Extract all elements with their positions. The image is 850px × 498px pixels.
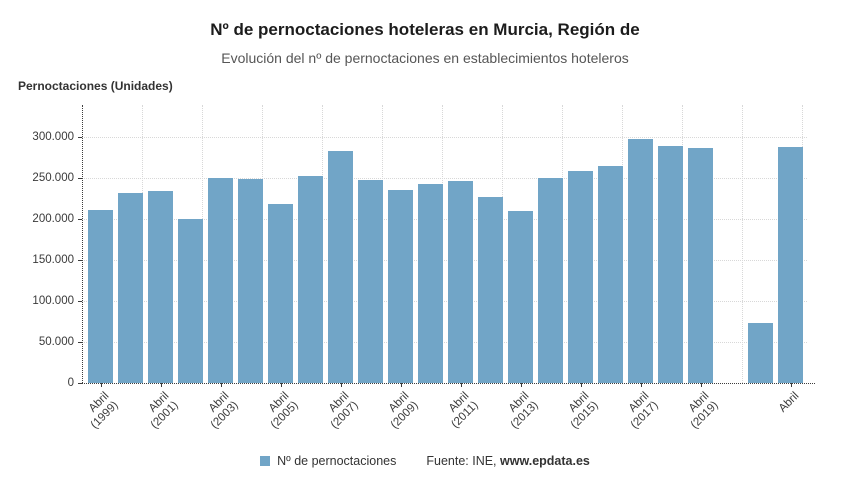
legend-item[interactable]: Nº de pernoctaciones	[260, 454, 396, 468]
bar[interactable]	[448, 181, 473, 383]
bar[interactable]	[208, 178, 233, 383]
x-axis-tick	[641, 383, 642, 387]
y-axis-tick	[78, 342, 82, 343]
x-axis-tick-label: Abril (2007)	[326, 390, 361, 432]
chart-title: Nº de pernoctaciones hoteleras en Murcia…	[210, 20, 640, 39]
y-axis-tick-label: 50.000	[38, 336, 74, 348]
x-axis-tick	[101, 383, 102, 387]
bar[interactable]	[88, 210, 113, 383]
x-axis-tick-label: Abril (2011)	[446, 390, 481, 431]
y-axis-line	[82, 105, 83, 383]
bar[interactable]	[298, 176, 323, 383]
x-gridline	[742, 105, 743, 383]
y-gridline	[82, 260, 807, 261]
bar[interactable]	[238, 179, 263, 383]
x-axis-tick-label: Abril (2015)	[566, 390, 601, 432]
bar[interactable]	[148, 191, 173, 383]
y-gridline	[82, 301, 807, 302]
chart-subtitle: Evolución del nº de pernoctaciones en es…	[221, 50, 629, 66]
x-axis-tick	[401, 383, 402, 387]
x-axis-tick-label: Abril (1999)	[86, 390, 121, 432]
x-axis-tick-label: Abril (2003)	[206, 390, 241, 432]
bar[interactable]	[778, 147, 803, 383]
x-axis-tick-label: Abril (2009)	[386, 390, 421, 432]
bar[interactable]	[658, 146, 683, 383]
x-axis-tick	[161, 383, 162, 387]
legend: Nº de pernoctaciones Fuente: INE, www.ep…	[0, 454, 850, 468]
y-axis-tick-label: 200.000	[32, 213, 74, 225]
x-axis-tick-label: Abril	[776, 390, 802, 415]
x-axis-tick	[461, 383, 462, 387]
bar[interactable]	[328, 151, 353, 383]
x-axis-tick	[341, 383, 342, 387]
x-axis-tick-label: Abril (2013)	[506, 390, 541, 432]
legend-label: Nº de pernoctaciones	[277, 454, 397, 468]
y-axis-tick	[78, 301, 82, 302]
bar[interactable]	[388, 190, 413, 383]
y-axis-tick	[78, 219, 82, 220]
bar[interactable]	[478, 197, 503, 383]
bar[interactable]	[508, 211, 533, 383]
bar[interactable]	[178, 219, 203, 383]
x-axis-tick-label: Abril (2005)	[266, 390, 301, 432]
y-axis-tick-label: 0	[67, 377, 74, 389]
y-gridline	[82, 219, 807, 220]
y-axis-unit-label: Pernoctaciones (Unidades)	[18, 79, 173, 93]
y-axis-tick-label: 100.000	[32, 295, 74, 307]
y-gridline	[82, 137, 807, 138]
x-axis-tick-label: Abril (2017)	[626, 390, 661, 432]
source-text: Fuente: INE, www.epdata.es	[426, 454, 590, 468]
x-axis-tick	[581, 383, 582, 387]
y-gridline	[82, 178, 807, 179]
y-axis-tick	[78, 260, 82, 261]
x-axis-tick	[701, 383, 702, 387]
source-site-link[interactable]: www.epdata.es	[500, 454, 590, 468]
bar[interactable]	[538, 178, 563, 383]
y-axis-tick	[78, 178, 82, 179]
y-axis-tick	[78, 137, 82, 138]
legend-swatch-icon	[260, 456, 271, 466]
x-axis-tick-label: Abril (2019)	[686, 390, 721, 432]
source-prefix: Fuente: INE,	[426, 454, 501, 468]
x-axis-tick	[521, 383, 522, 387]
bar[interactable]	[418, 184, 443, 383]
bar[interactable]	[358, 180, 383, 383]
x-axis-tick-label: Abril (2001)	[146, 390, 181, 432]
bar[interactable]	[598, 166, 623, 383]
bar[interactable]	[748, 323, 773, 383]
y-axis-tick-label: 300.000	[32, 131, 74, 143]
x-axis-line	[82, 383, 815, 384]
x-axis-tick	[221, 383, 222, 387]
x-axis-tick	[281, 383, 282, 387]
bar[interactable]	[118, 193, 143, 383]
y-axis-tick-label: 250.000	[32, 172, 74, 184]
y-gridline	[82, 342, 807, 343]
x-axis-tick	[791, 383, 792, 387]
bar[interactable]	[688, 148, 713, 383]
bar[interactable]	[568, 171, 593, 383]
y-axis-tick	[78, 383, 82, 384]
y-axis-tick-label: 150.000	[32, 254, 74, 266]
bar[interactable]	[628, 139, 653, 383]
bar[interactable]	[268, 204, 293, 383]
